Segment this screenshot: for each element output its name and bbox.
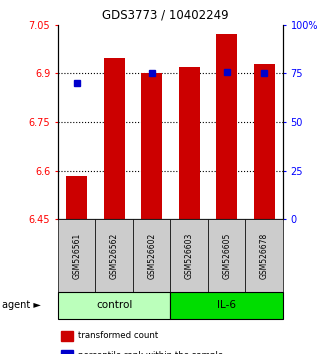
Text: percentile rank within the sample: percentile rank within the sample (78, 351, 223, 354)
Bar (254, 64, 274, 219)
Text: GSM526678: GSM526678 (260, 233, 269, 279)
Text: transformed count: transformed count (78, 331, 158, 341)
Bar (179, 67, 200, 219)
Text: GSM526562: GSM526562 (110, 233, 119, 279)
Text: GSM526602: GSM526602 (147, 233, 156, 279)
Text: GDS3773 / 10402249: GDS3773 / 10402249 (102, 9, 229, 22)
Text: agent ►: agent ► (2, 300, 40, 310)
Text: GSM526605: GSM526605 (222, 233, 231, 279)
Bar (141, 73, 162, 219)
Bar (216, 34, 237, 219)
Bar (104, 58, 124, 219)
Text: IL-6: IL-6 (217, 300, 236, 310)
Bar (66, 176, 87, 219)
Text: GSM526603: GSM526603 (185, 233, 194, 279)
Text: control: control (96, 300, 132, 310)
Text: GSM526561: GSM526561 (72, 233, 81, 279)
